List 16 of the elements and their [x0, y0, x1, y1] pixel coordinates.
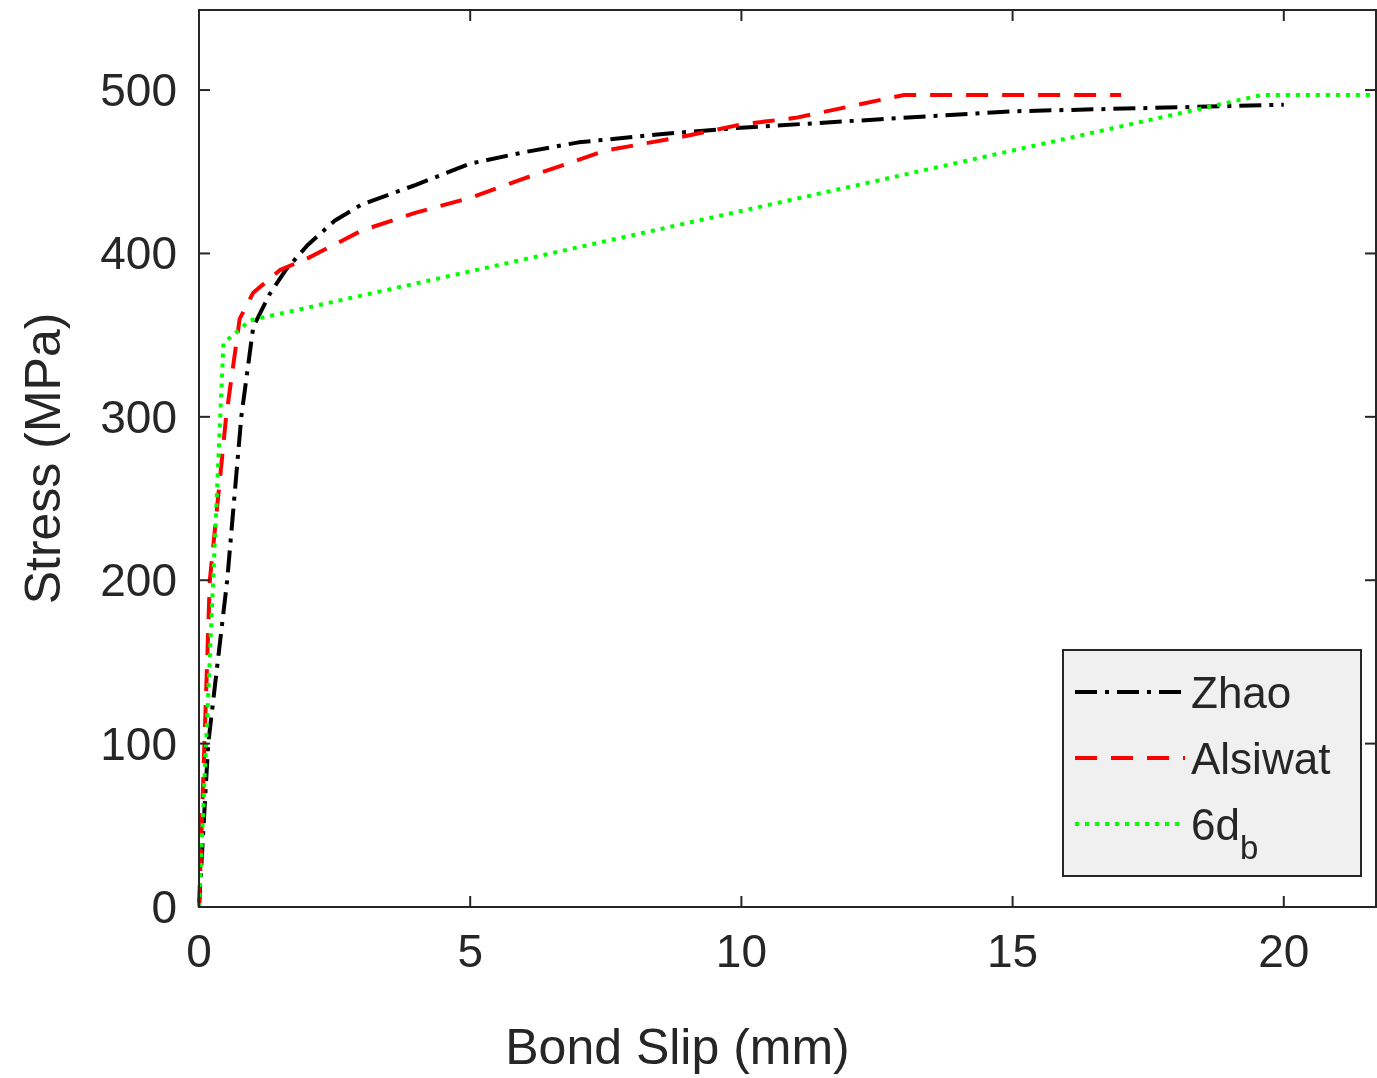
- x-tick-label: 15: [987, 925, 1039, 977]
- x-tick-label: 5: [457, 925, 483, 977]
- x-tick-label: 0: [186, 925, 212, 977]
- legend-label: Zhao: [1191, 668, 1292, 717]
- x-tick-label: 10: [715, 925, 767, 977]
- y-tick-label: 500: [100, 64, 177, 117]
- x-axis-title: Bond Slip (mm): [505, 1019, 850, 1075]
- legend-label: 6d$_{b}$: [1191, 800, 1259, 866]
- legend-label: Alsiwat: [1191, 734, 1331, 783]
- y-tick-label: 200: [100, 554, 177, 607]
- y-tick-label: 100: [100, 717, 177, 770]
- y-tick-label: 300: [100, 390, 177, 443]
- y-tick-label: 400: [100, 227, 177, 280]
- x-tick-label: 20: [1258, 925, 1310, 977]
- y-axis-title: Stress (MPa): [15, 312, 71, 605]
- y-tick-label: 0: [151, 881, 177, 933]
